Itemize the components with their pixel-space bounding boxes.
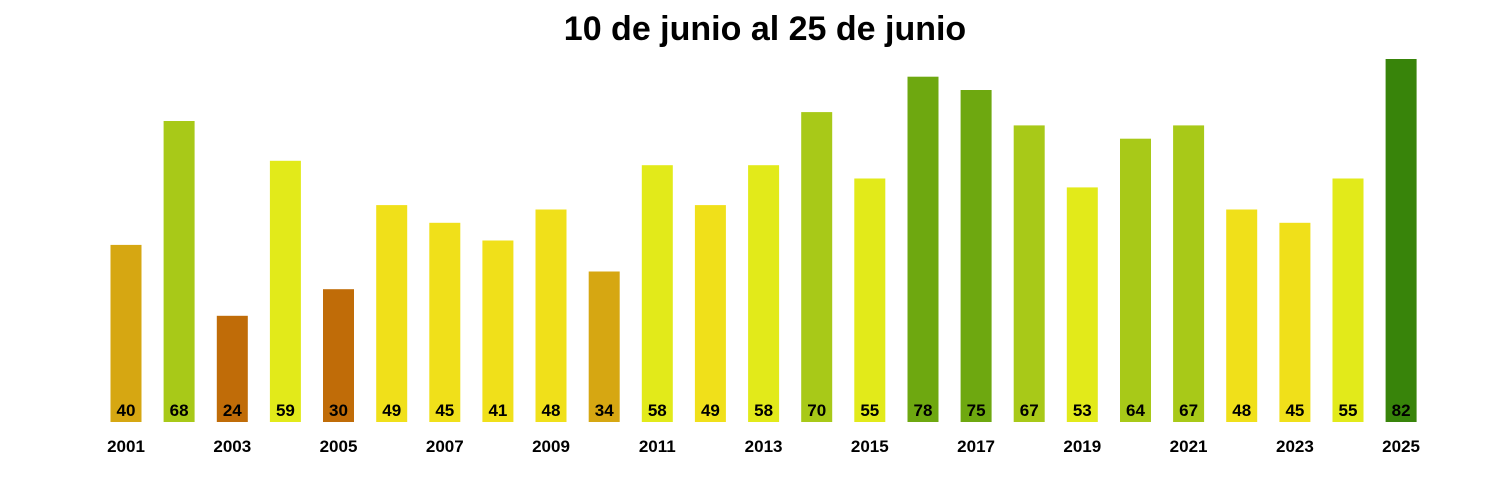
- bar-2019: [1066, 187, 1098, 422]
- bar-2001: [110, 244, 142, 422]
- bar-2022: [1226, 209, 1258, 422]
- value-label-2022: 48: [1232, 401, 1251, 420]
- value-label-2003: 24: [223, 401, 242, 420]
- bar-2023: [1279, 222, 1311, 422]
- x-tick-2011: 2011: [639, 437, 676, 456]
- x-tick-2013: 2013: [745, 437, 783, 456]
- bar-2017: [960, 90, 992, 422]
- bar-2007: [429, 222, 461, 422]
- value-label-2025: 82: [1392, 401, 1411, 420]
- x-tick-2009: 2009: [532, 437, 570, 456]
- value-label-2011: 58: [648, 401, 667, 420]
- x-tick-2001: 2001: [107, 437, 145, 456]
- value-label-2004: 59: [276, 401, 295, 420]
- value-label-2010: 34: [595, 401, 614, 420]
- bar-2009: [535, 209, 567, 422]
- value-label-2021: 67: [1179, 401, 1198, 420]
- bar-2010: [588, 271, 620, 422]
- value-label-2006: 49: [382, 401, 401, 420]
- bar-2018: [1013, 125, 1045, 423]
- value-label-2012: 49: [701, 401, 720, 420]
- value-label-2007: 45: [435, 401, 454, 420]
- bar-2015: [854, 178, 886, 422]
- bar-2021: [1173, 125, 1205, 423]
- value-label-2005: 30: [329, 401, 348, 420]
- value-label-2020: 64: [1126, 401, 1145, 420]
- value-label-2018: 67: [1020, 401, 1039, 420]
- value-label-2023: 45: [1285, 401, 1304, 420]
- x-tick-2025: 2025: [1382, 437, 1420, 456]
- value-label-2017: 75: [967, 401, 986, 420]
- x-tick-2003: 2003: [213, 437, 251, 456]
- x-tick-2021: 2021: [1170, 437, 1208, 456]
- x-tick-2007: 2007: [426, 437, 464, 456]
- value-label-2013: 58: [754, 401, 773, 420]
- x-tick-2015: 2015: [851, 437, 889, 456]
- value-label-2024: 55: [1339, 401, 1358, 420]
- bar-2025: [1385, 59, 1417, 422]
- bar-2013: [748, 165, 780, 422]
- value-label-2002: 68: [170, 401, 189, 420]
- value-label-2008: 41: [488, 401, 507, 420]
- bar-2016: [907, 76, 939, 422]
- bar-2004: [269, 160, 301, 423]
- bar-2024: [1332, 178, 1364, 422]
- bar-2012: [694, 205, 726, 422]
- x-tick-2019: 2019: [1063, 437, 1101, 456]
- value-label-2016: 78: [914, 401, 933, 420]
- bar-2003: [216, 315, 248, 422]
- x-tick-2005: 2005: [320, 437, 358, 456]
- x-tick-2017: 2017: [957, 437, 995, 456]
- bar-2005: [323, 289, 354, 422]
- bar-2008: [482, 240, 514, 422]
- value-label-2009: 48: [542, 401, 561, 420]
- x-tick-2023: 2023: [1276, 437, 1314, 456]
- bar-2006: [376, 205, 408, 422]
- chart-title: 10 de junio al 25 de junio: [563, 10, 967, 48]
- value-label-2015: 55: [860, 401, 879, 420]
- bar-2020: [1120, 138, 1151, 422]
- bar-2002: [163, 121, 195, 422]
- value-label-2014: 70: [807, 401, 826, 420]
- value-label-2019: 53: [1073, 401, 1092, 420]
- bar-2014: [801, 112, 833, 422]
- bar-2011: [641, 165, 673, 422]
- value-label-2001: 40: [117, 401, 136, 420]
